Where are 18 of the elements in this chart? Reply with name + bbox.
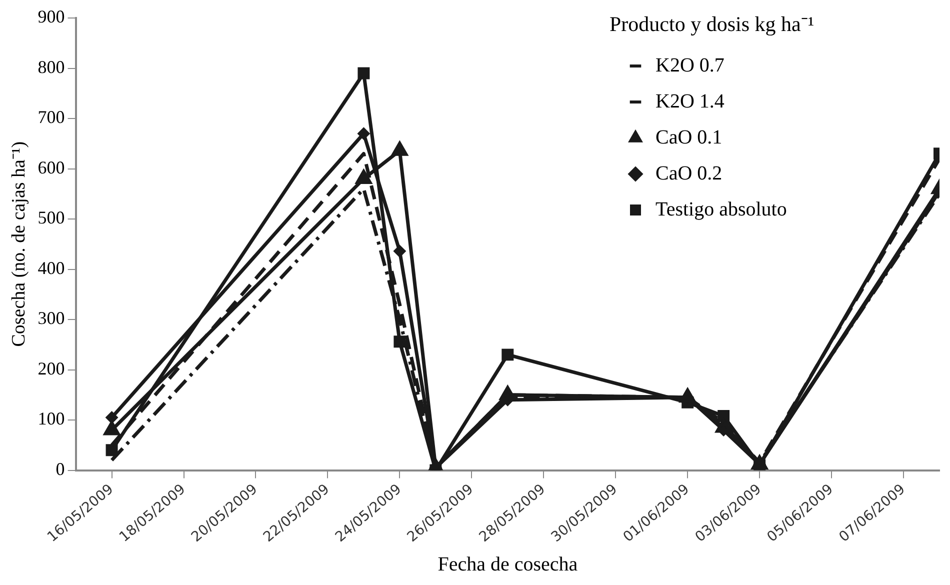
y-tick-label: 300 <box>38 308 65 328</box>
y-tick-label: 700 <box>38 107 65 128</box>
y-tick-label: 400 <box>38 258 65 278</box>
legend-label: Testigo absoluto <box>656 198 787 220</box>
legend-label: CaO 0.2 <box>656 162 722 184</box>
y-axis-title: Cosecha (no. de cajas ha⁻¹) <box>8 141 30 347</box>
legend-label: CaO 0.1 <box>656 126 722 148</box>
legend-title: Producto y dosis kg ha⁻¹ <box>610 12 814 36</box>
x-axis-title: Fecha de cosecha <box>438 553 578 576</box>
y-tick-label: 500 <box>38 208 65 228</box>
legend-label: K2O 0.7 <box>656 54 724 76</box>
y-tick-label: 100 <box>38 408 65 429</box>
y-tick-label: 900 <box>38 6 65 27</box>
y-tick-label: 800 <box>38 56 65 77</box>
y-tick-label: 0 <box>56 458 65 479</box>
legend-label: K2O 1.4 <box>656 90 724 112</box>
y-tick-label: 200 <box>38 358 65 378</box>
y-tick-label: 600 <box>38 157 65 178</box>
